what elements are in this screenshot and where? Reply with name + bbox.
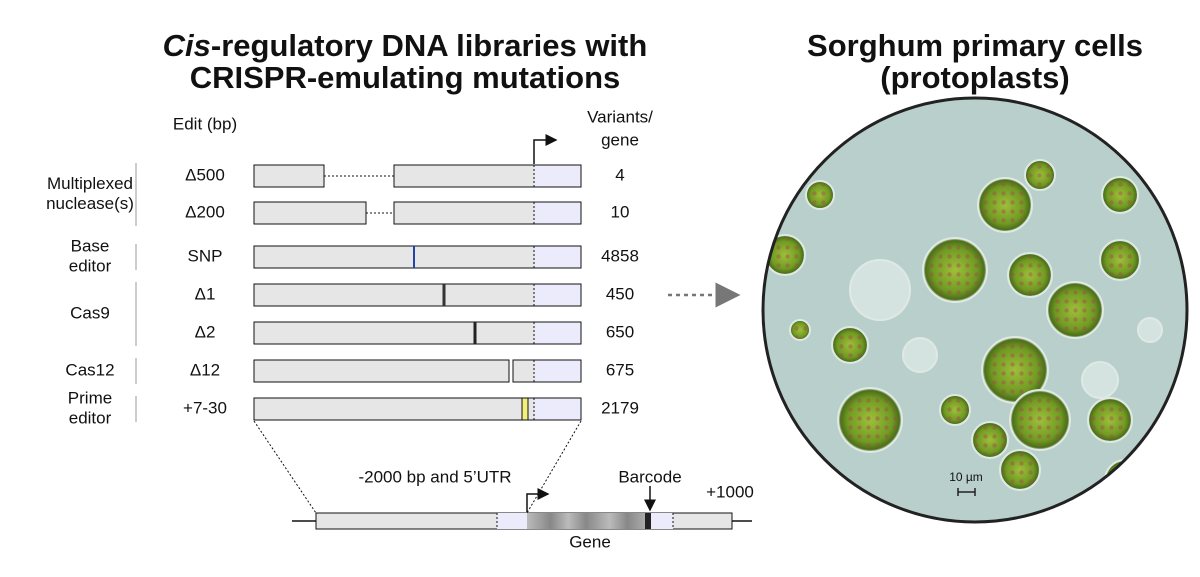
cell-texture xyxy=(808,183,832,207)
segment xyxy=(253,321,582,345)
edit-label: +7-30 xyxy=(183,398,227,417)
group-label: Base xyxy=(71,236,110,255)
insertion xyxy=(521,397,529,421)
cell xyxy=(1137,317,1163,343)
variant-count: 4 xyxy=(615,165,624,184)
edit-label: Δ200 xyxy=(185,202,225,221)
segment xyxy=(253,359,510,383)
cell-texture xyxy=(834,329,866,361)
region-label: -2000 bp and 5’UTR xyxy=(358,467,511,486)
cell-texture xyxy=(927,242,983,298)
cell-texture xyxy=(942,397,968,423)
right-title: Sorghum primary cells xyxy=(807,28,1143,63)
group-label: nuclease(s) xyxy=(46,194,134,213)
cell-texture xyxy=(1027,162,1053,188)
cell xyxy=(849,259,911,321)
utr xyxy=(534,398,581,420)
micrograph xyxy=(761,96,1189,524)
end-label: +1000 xyxy=(706,482,754,501)
construct xyxy=(253,420,752,530)
edit-label: Δ500 xyxy=(185,165,225,184)
edit-header: Edit (bp) xyxy=(173,114,237,133)
group-label: Cas9 xyxy=(70,303,110,322)
title-rest: -regulatory DNA libraries with xyxy=(211,28,647,63)
utr xyxy=(534,322,581,344)
cell-texture xyxy=(768,238,802,272)
cell-texture xyxy=(791,321,809,339)
segment xyxy=(253,397,582,421)
title-italic: Cis xyxy=(163,28,211,63)
utr xyxy=(534,360,581,382)
cell-texture xyxy=(982,182,1028,228)
utr xyxy=(534,284,581,306)
utr xyxy=(534,246,581,268)
segment xyxy=(253,164,325,188)
variant-count: 650 xyxy=(606,322,634,341)
cell-texture xyxy=(1104,179,1136,211)
variants-header-2: gene xyxy=(601,130,639,149)
gene-label: Gene xyxy=(569,532,611,551)
cell xyxy=(902,337,938,373)
group-label: Multiplexed xyxy=(47,174,133,193)
cell-texture xyxy=(1011,256,1049,294)
cell-texture xyxy=(974,424,1006,456)
cell-texture xyxy=(1014,394,1066,446)
edit-label: Δ12 xyxy=(190,360,220,379)
variant-count: 450 xyxy=(606,284,634,303)
cell-texture xyxy=(986,341,1044,399)
utr xyxy=(534,165,581,187)
segment xyxy=(253,201,367,225)
variant-count: 2179 xyxy=(601,398,639,417)
variant-count: 10 xyxy=(611,202,630,221)
barcode-label: Barcode xyxy=(618,467,681,486)
group-label: Cas12 xyxy=(65,360,114,379)
edit-label: SNP xyxy=(188,246,223,265)
cell-texture xyxy=(842,392,898,448)
variants-header: Variants/ xyxy=(587,107,653,126)
cell xyxy=(1081,361,1119,399)
left-title: Cis-regulatory DNA libraries with xyxy=(163,28,648,63)
cell xyxy=(1104,459,1146,501)
cell-texture xyxy=(1051,286,1099,334)
edit-label: Δ2 xyxy=(195,322,216,341)
segment xyxy=(253,245,582,269)
scale-bar-label: 10 µm xyxy=(949,470,983,484)
cell-texture xyxy=(1103,243,1137,277)
variant-count: 4858 xyxy=(601,246,639,265)
segment xyxy=(253,283,582,307)
utr xyxy=(534,202,581,224)
edit-label: Δ1 xyxy=(195,284,216,303)
cell-texture xyxy=(1108,463,1142,497)
group-label: Prime xyxy=(68,388,112,407)
variant-count: 675 xyxy=(606,360,634,379)
cell-texture xyxy=(1003,453,1037,487)
left-title-2: CRISPR-emulating mutations xyxy=(190,60,621,95)
right-title-2: (protoplasts) xyxy=(880,60,1069,95)
group-label: editor xyxy=(69,256,112,275)
cell-texture xyxy=(1091,401,1129,439)
tss-arrow xyxy=(533,134,558,164)
group-label: editor xyxy=(69,408,112,427)
